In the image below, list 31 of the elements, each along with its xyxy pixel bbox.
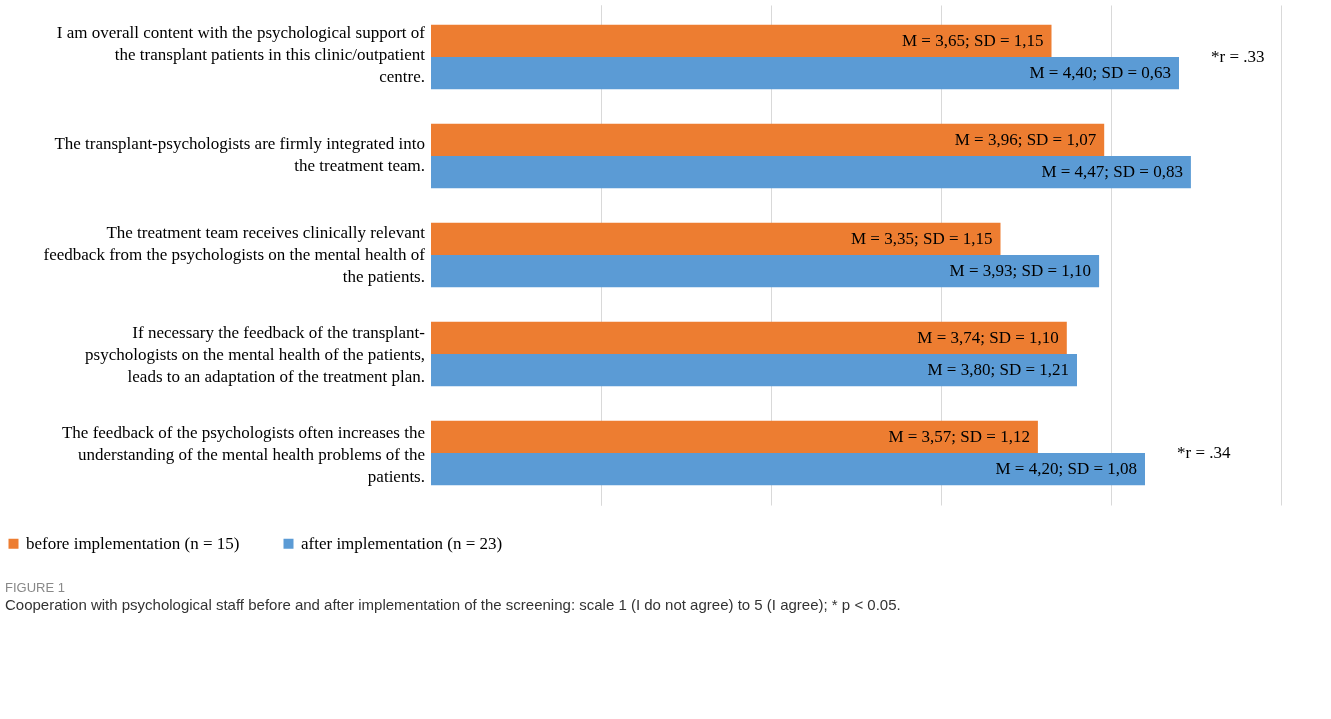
caption: FIGURE 1 (5, 580, 65, 595)
bar (431, 354, 1077, 387)
data-label: M = 3,35; SD = 1,15 (851, 228, 993, 248)
bar (431, 24, 1052, 57)
data-label: M = 3,57; SD = 1,12 (888, 426, 1030, 446)
bar (431, 222, 1001, 255)
y-tick-label: The transplant-psychologists are firmly integrated into the treatment team. (54, 134, 425, 175)
annotation: *r = .34 (1177, 443, 1231, 463)
data-label: M = 3,74; SD = 1,10 (917, 327, 1059, 347)
bar (431, 321, 1067, 355)
y-tick-label: I am overall content with the psychological support of the transplant patients in this clinic/outpatient centre. (56, 23, 426, 86)
bar (431, 56, 1179, 90)
text: Cooperation with psychological staff before and after implementation of the screening: scale 1 (I do not agree) to 5 (I agree); * p < 0.05. (5, 596, 901, 613)
data-label: M = 3,80; SD = 1,21 (927, 360, 1069, 380)
legend-label: after implementation (n = 23) (301, 533, 503, 553)
data-label: M = 3,93; SD = 1,10 (949, 261, 1092, 281)
data-label: M = 3,65; SD = 1,15 (902, 30, 1044, 50)
data-label: M = 4,20; SD = 1,08 (995, 459, 1137, 479)
bar (431, 420, 1038, 454)
bar (431, 255, 1100, 288)
legend-label: before implementation (n = 15) (26, 533, 240, 553)
data-label: M = 4,40; SD = 0,63 (1029, 63, 1171, 83)
data-label: M = 4,47; SD = 0,83 (1041, 162, 1183, 182)
y-tick-label: If necessary the feedback of the transplant-psychologists on the mental health of the patients, leads to an adaptation of the treatment plan. (85, 323, 426, 386)
y-tick-label: The treatment team receives clinically relevant feedback from the psychologists on the mental health of the patients. (43, 223, 426, 286)
annotation: *r = .33 (1211, 46, 1265, 66)
data-label: M = 3,96; SD = 1,07 (954, 129, 1097, 149)
y-tick-label: The feedback of the psychologists often increases the understanding of the mental health problems of the patients. (61, 423, 425, 486)
bar (431, 155, 1191, 189)
bar (431, 123, 1105, 156)
bar (431, 453, 1145, 486)
